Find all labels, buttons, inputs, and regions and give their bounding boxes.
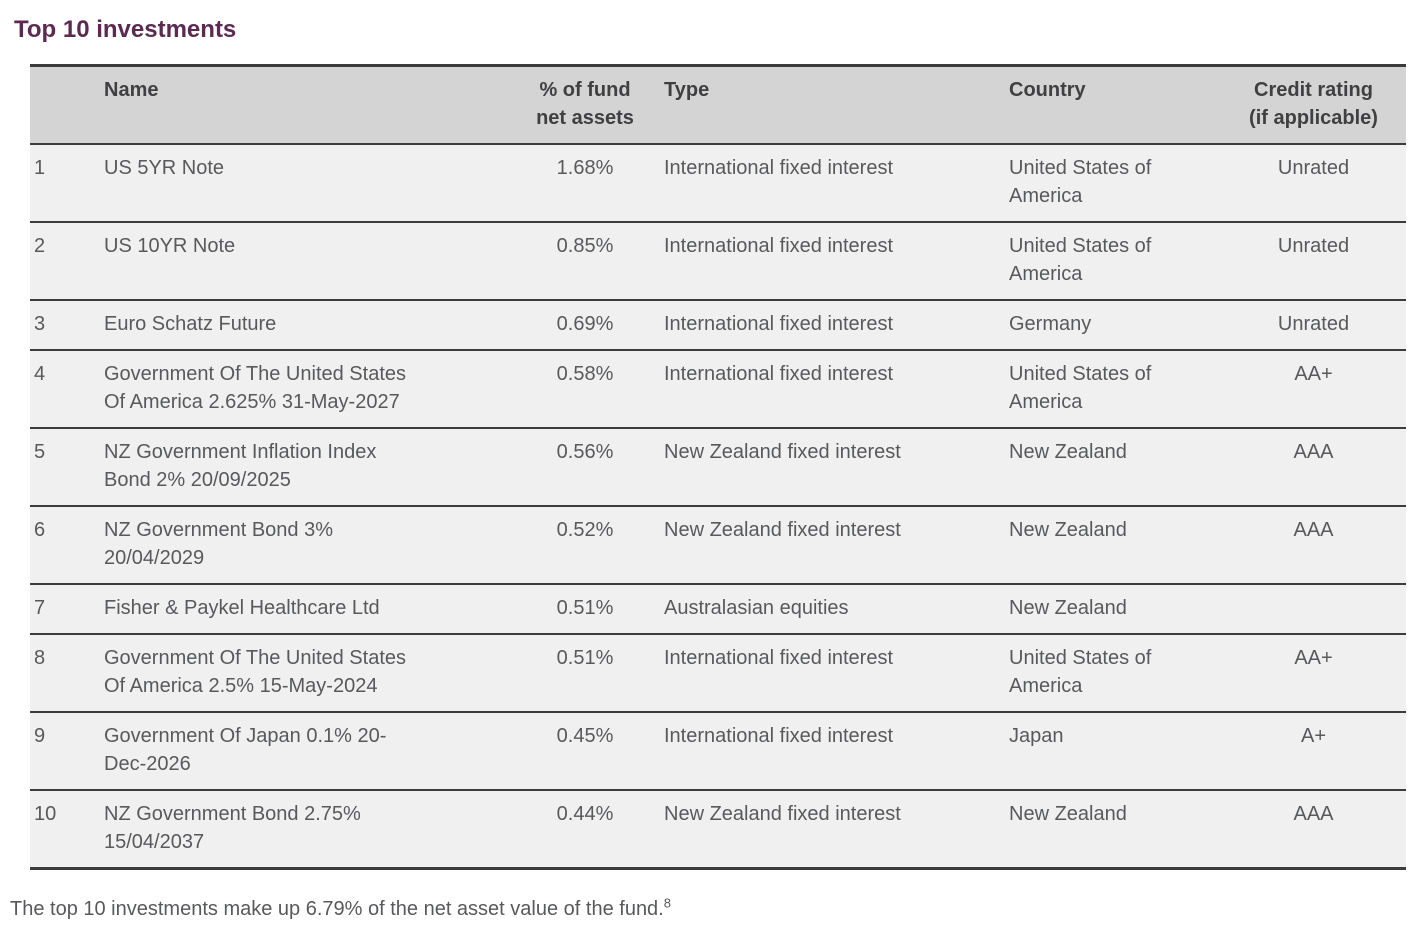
pct-cell: 0.58% (510, 350, 660, 429)
table-row: 10 NZ Government Bond 2.75% 15/04/2037 0.4… (30, 790, 1406, 870)
country-cell: New Zealand (1005, 790, 1221, 870)
rank-cell: 6 (30, 506, 100, 585)
country-cell: New Zealand (1005, 584, 1221, 635)
rating-cell: Unrated (1221, 300, 1406, 351)
table-row: 8 Government Of The United States Of Amer… (30, 634, 1406, 713)
rating-cell: Unrated (1221, 222, 1406, 301)
rating-cell: Unrated (1221, 144, 1406, 223)
pct-cell: 0.51% (510, 584, 660, 635)
type-cell: International fixed interest (660, 300, 1005, 351)
top-10-investments-table: Name % of fund net assets Type Country C… (30, 64, 1406, 870)
name-cell: Fisher & Paykel Healthcare Ltd (100, 584, 510, 635)
country-cell: United States of America (1005, 144, 1221, 223)
header-credit-rating: Credit rating (if applicable) (1221, 64, 1406, 145)
rating-cell (1221, 584, 1406, 635)
rank-cell: 7 (30, 584, 100, 635)
type-cell: International fixed interest (660, 634, 1005, 713)
header-pct-net-assets: % of fund net assets (510, 64, 660, 145)
rank-cell: 5 (30, 428, 100, 507)
pct-cell: 0.44% (510, 790, 660, 870)
name-cell: US 10YR Note (100, 222, 510, 301)
pct-cell: 1.68% (510, 144, 660, 223)
rating-cell: AAA (1221, 790, 1406, 870)
country-cell: New Zealand (1005, 506, 1221, 585)
type-cell: International fixed interest (660, 222, 1005, 301)
table-row: 6 NZ Government Bond 3% 20/04/2029 0.52% Ne… (30, 506, 1406, 585)
country-cell: United States of America (1005, 222, 1221, 301)
type-cell: International fixed interest (660, 350, 1005, 429)
table-row: 3 Euro Schatz Future 0.69% International fi… (30, 300, 1406, 351)
pct-cell: 0.45% (510, 712, 660, 791)
type-cell: New Zealand fixed interest (660, 506, 1005, 585)
header-type: Type (660, 64, 1005, 145)
table-body: 1 US 5YR Note 1.68% International fixed int… (30, 144, 1406, 870)
table-row: 4 Government Of The United States Of Amer… (30, 350, 1406, 429)
page-title: Top 10 investments (14, 16, 237, 43)
name-cell: NZ Government Bond 3% 20/04/2029 (100, 506, 510, 585)
footnote-superscript: 8 (663, 895, 671, 911)
country-cell: Germany (1005, 300, 1221, 351)
footnote: The top 10 investments make up 6.79% of … (10, 896, 1418, 922)
type-cell: Australasian equities (660, 584, 1005, 635)
rank-cell: 2 (30, 222, 100, 301)
country-cell: United States of America (1005, 634, 1221, 713)
table-row: 5 NZ Government Inflation Index Bond 2% 2… (30, 428, 1406, 507)
header-rank (30, 64, 100, 145)
rating-cell: AA+ (1221, 634, 1406, 713)
rank-cell: 3 (30, 300, 100, 351)
pct-cell: 0.51% (510, 634, 660, 713)
header-name: Name (100, 64, 510, 145)
rating-cell: AAA (1221, 428, 1406, 507)
country-cell: United States of America (1005, 350, 1221, 429)
name-cell: NZ Government Inflation Index Bond 2% 20… (100, 428, 510, 507)
rank-cell: 4 (30, 350, 100, 429)
table-header-row: Name % of fund net assets Type Country C… (30, 64, 1406, 145)
name-cell: Government Of The United States Of Ameri… (100, 350, 510, 429)
rank-cell: 1 (30, 144, 100, 223)
rating-cell: AA+ (1221, 350, 1406, 429)
pct-cell: 0.69% (510, 300, 660, 351)
country-cell: New Zealand (1005, 428, 1221, 507)
table-row: 9 Government Of Japan 0.1% 20- Dec-2026 0.… (30, 712, 1406, 791)
name-cell: Euro Schatz Future (100, 300, 510, 351)
table-header: Name % of fund net assets Type Country C… (30, 64, 1406, 145)
name-cell: NZ Government Bond 2.75% 15/04/2037 (100, 790, 510, 870)
table-row: 1 US 5YR Note 1.68% International fixed int… (30, 144, 1406, 223)
pct-cell: 0.56% (510, 428, 660, 507)
pct-cell: 0.52% (510, 506, 660, 585)
rank-cell: 10 (30, 790, 100, 870)
type-cell: International fixed interest (660, 712, 1005, 791)
header-country: Country (1005, 64, 1221, 145)
country-cell: Japan (1005, 712, 1221, 791)
table-row: 2 US 10YR Note 0.85% International fixed in… (30, 222, 1406, 301)
rank-cell: 9 (30, 712, 100, 791)
table-row: 7 Fisher & Paykel Healthcare Ltd 0.51% Aust… (30, 584, 1406, 635)
name-cell: Government Of The United States Of Ameri… (100, 634, 510, 713)
type-cell: New Zealand fixed interest (660, 790, 1005, 870)
name-cell: Government Of Japan 0.1% 20- Dec-2026 (100, 712, 510, 791)
name-cell: US 5YR Note (100, 144, 510, 223)
rating-cell: A+ (1221, 712, 1406, 791)
type-cell: International fixed interest (660, 144, 1005, 223)
type-cell: New Zealand fixed interest (660, 428, 1005, 507)
rank-cell: 8 (30, 634, 100, 713)
rating-cell: AAA (1221, 506, 1406, 585)
footnote-text: The top 10 investments make up 6.79% of … (10, 898, 664, 920)
pct-cell: 0.85% (510, 222, 660, 301)
